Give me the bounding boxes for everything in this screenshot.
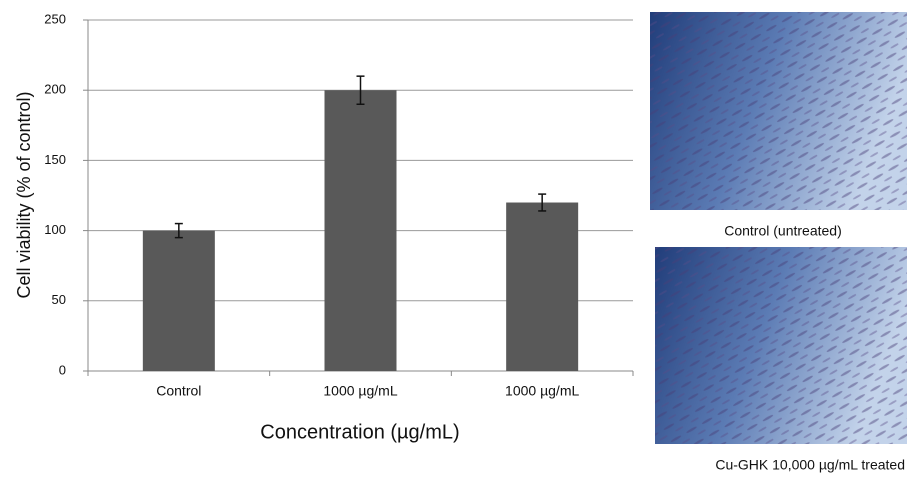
x-tick-label: Control: [156, 383, 201, 399]
image-texture: [650, 12, 907, 210]
image-caption: Control (untreated): [724, 223, 842, 239]
y-tick-label: 250: [44, 11, 66, 26]
y-tick-label: 0: [59, 362, 66, 377]
bar: [324, 90, 397, 371]
micrograph-2: [655, 247, 907, 444]
x-tick-label: 1000 µg/mL: [323, 383, 397, 399]
error-bar: [356, 75, 365, 105]
bar: [142, 230, 215, 371]
error-bar: [174, 222, 183, 239]
x-axis-label: Concentration (µg/mL): [260, 421, 459, 443]
image-texture: [655, 247, 907, 444]
y-axis-label: Cell viability (% of control): [14, 91, 34, 298]
y-tick-label: 150: [44, 152, 66, 167]
error-bar: [538, 193, 547, 212]
image-caption: Cu-GHK 10,000 µg/mL treated: [715, 457, 905, 473]
bar: [506, 202, 579, 371]
y-tick-label: 100: [44, 222, 66, 237]
y-tick-label: 200: [44, 82, 66, 97]
x-tick-label: 1000 µg/mL: [505, 383, 579, 399]
micrograph-1: [650, 12, 907, 210]
y-tick-label: 50: [52, 292, 66, 307]
